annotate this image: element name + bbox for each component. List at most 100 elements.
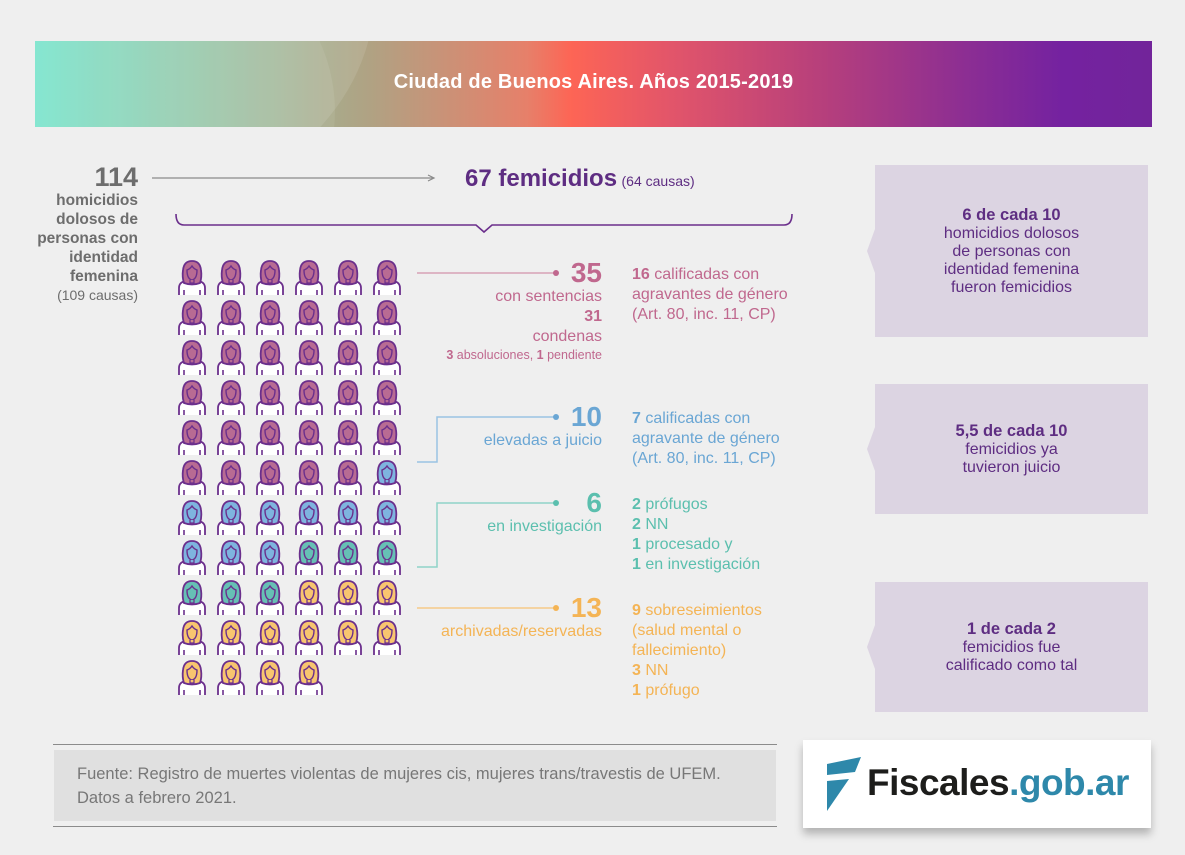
woman-icon [176,379,208,417]
woman-icon [215,459,247,497]
woman-icon [332,299,364,337]
woman-icon [176,539,208,577]
woman-icon [215,299,247,337]
woman-icon [215,419,247,457]
details-archivadas: 9 sobreseimientos (salud mental o fallec… [632,601,762,701]
woman-icon [215,379,247,417]
absoluciones-number: 3 [446,348,454,362]
detail-line: (Art. 80, inc. 11, CP) [632,450,776,467]
total-homicides: 114 homicidios dolosos de personas con i… [10,163,138,304]
detail-line: 16 calificadas con [632,266,760,283]
woman-icon [176,299,208,337]
woman-icon [332,339,364,377]
woman-icon [254,659,286,697]
pendiente-number: 1 [536,348,544,362]
woman-icon [176,419,208,457]
category-number: 35 [570,257,602,288]
info-box-femicidios-ratio: 6 de cada 10 homicidios dolosos de perso… [867,165,1148,337]
box-line: homicidios dolosos [943,224,1080,242]
woman-icon [215,339,247,377]
box-highlight: 5,5 de cada 10 [955,421,1068,440]
info-box-juicio-ratio: 5,5 de cada 10 femicidios ya tuvieron ju… [867,384,1148,514]
logo-part2: .gob.ar [1009,762,1129,803]
woman-icon [254,419,286,457]
box-line: femicidios ya [965,440,1058,458]
category-number: 6 [586,487,602,518]
category-number: 13 [570,592,602,623]
category-label: en investigación [487,518,602,535]
woman-icon [293,379,325,417]
detail-line: 3 NN [632,662,669,679]
sentencias-connector [417,270,559,276]
woman-icon [332,579,364,617]
woman-icon [293,499,325,537]
woman-icon [215,619,247,657]
woman-icon [254,579,286,617]
detail-line: 9 sobreseimientos [632,602,762,619]
woman-icon [254,339,286,377]
woman-icon [215,579,247,617]
pendiente-label: pendiente [543,348,602,362]
condenas-label: condenas [532,328,602,345]
box-line: fueron femicidios [951,278,1072,296]
woman-icon [371,379,403,417]
woman-icon [254,539,286,577]
woman-icon [332,619,364,657]
woman-icon [293,259,325,297]
woman-icon [371,339,403,377]
total-desc-line: homicidios [56,192,138,209]
detail-line: 1 en investigación [632,556,761,573]
category-number: 10 [570,401,602,432]
category-investigacion: 6 en investigación [487,489,602,537]
box-line: calificado como tal [945,656,1078,674]
box-line: de personas con [952,242,1071,260]
woman-icon [332,379,364,417]
total-causas: (109 causas) [57,287,138,303]
box-highlight: 1 de cada 2 [967,619,1056,638]
category-sentencias: 35 con sentencias 31 condenas 3 absoluci… [446,259,602,363]
woman-icon [254,299,286,337]
woman-icon [371,539,403,577]
woman-icon [293,659,325,697]
woman-icon [371,419,403,457]
woman-icon [293,299,325,337]
absoluciones-label: absoluciones, [453,348,537,362]
detail-line: agravantes de género [632,286,788,303]
box-line: femicidios fue [962,638,1061,656]
source-note: Fuente: Registro de muertes violentas de… [54,750,776,821]
total-desc-line: femenina [69,268,138,285]
detail-line: (Art. 80, inc. 11, CP) [632,306,776,323]
woman-icon-grid [176,259,416,699]
woman-icon [215,539,247,577]
category-label: con sentencias [495,288,602,305]
details-sentencias: 16 calificadas con agravantes de género … [632,265,788,325]
source-text: Fuente: Registro de muertes violentas de… [77,765,721,807]
woman-icon [371,499,403,537]
detail-line: 2 prófugos [632,496,708,513]
info-box-calificado-ratio: 1 de cada 2 femicidios fue calificado co… [867,582,1148,712]
woman-icon [215,659,247,697]
woman-icon [332,419,364,457]
woman-icon [293,579,325,617]
details-juicio: 7 calificadas con agravante de género (A… [632,409,780,469]
woman-icon [293,419,325,457]
woman-icon [215,499,247,537]
woman-icon [254,499,286,537]
woman-icon [254,379,286,417]
total-description: homicidios dolosos de personas con ident… [10,191,138,286]
logo-f-icon [827,757,861,811]
woman-icon [293,539,325,577]
woman-icon [332,539,364,577]
category-label: elevadas a juicio [483,432,602,449]
logo-wordmark: Fiscales.gob.ar [867,762,1129,804]
brace [175,213,793,234]
detail-line: 7 calificadas con [632,410,751,427]
total-desc-line: personas con [37,230,138,247]
arrow-icon [152,174,436,182]
woman-icon [293,339,325,377]
woman-icon [371,299,403,337]
header-banner: Ciudad de Buenos Aires. Años 2015-2019 [35,41,1152,127]
fiscales-logo: Fiscales.gob.ar [803,740,1151,828]
woman-icon [176,339,208,377]
detail-line: 1 procesado y [632,536,733,553]
